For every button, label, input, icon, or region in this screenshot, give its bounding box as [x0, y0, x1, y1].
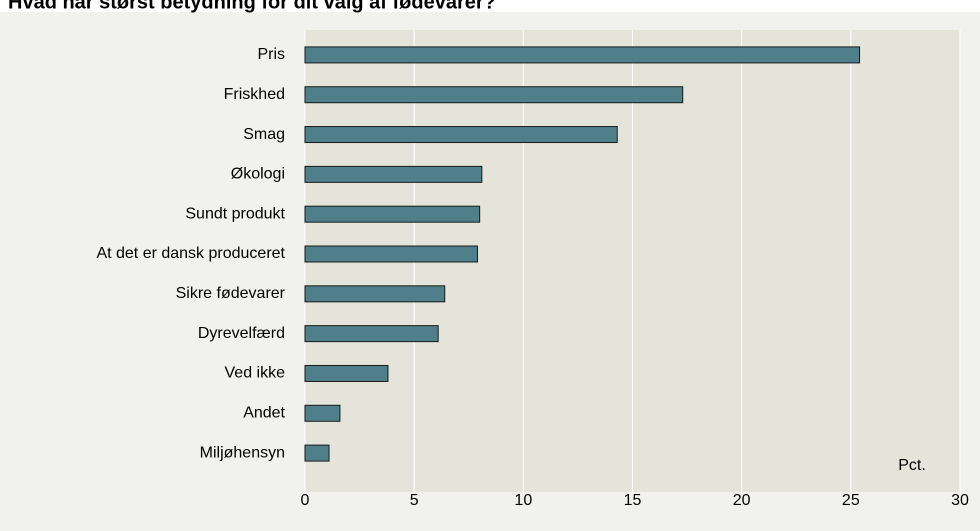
x-axis-label: Pct. — [898, 457, 926, 474]
y-tick-label: Andet — [243, 404, 285, 421]
y-tick-label: Økologi — [231, 166, 285, 183]
y-tick-label: At det er dansk produceret — [96, 245, 285, 262]
x-tick-label: 0 — [301, 492, 310, 509]
bar — [304, 245, 478, 263]
y-tick-label: Sundt produkt — [185, 205, 285, 222]
y-tick-label: Friskhed — [224, 86, 285, 103]
bar — [304, 205, 481, 223]
y-tick-label: Smag — [243, 126, 285, 143]
y-tick-label: Dyrevelfærd — [198, 325, 285, 342]
bar — [304, 444, 330, 462]
bar — [304, 325, 439, 343]
x-tick-label: 10 — [514, 492, 532, 509]
bar — [304, 126, 618, 144]
x-tick-label: 20 — [733, 492, 751, 509]
bar — [304, 404, 341, 422]
x-tick-label: 25 — [842, 492, 860, 509]
bar — [304, 364, 389, 382]
x-tick-label: 30 — [951, 492, 969, 509]
x-tick-label: 5 — [410, 492, 419, 509]
bar — [304, 46, 861, 64]
y-tick-label: Miljøhensyn — [200, 444, 285, 461]
y-tick-label: Sikre fødevarer — [176, 285, 286, 302]
bar — [304, 86, 684, 104]
y-tick-label: Pris — [257, 46, 285, 63]
chart-title: Hvad har størst betydning for dit valg a… — [8, 0, 496, 13]
y-tick-label: Ved ikke — [225, 365, 286, 382]
x-tick-label: 15 — [624, 492, 642, 509]
bar — [304, 165, 483, 183]
bar — [304, 285, 446, 303]
